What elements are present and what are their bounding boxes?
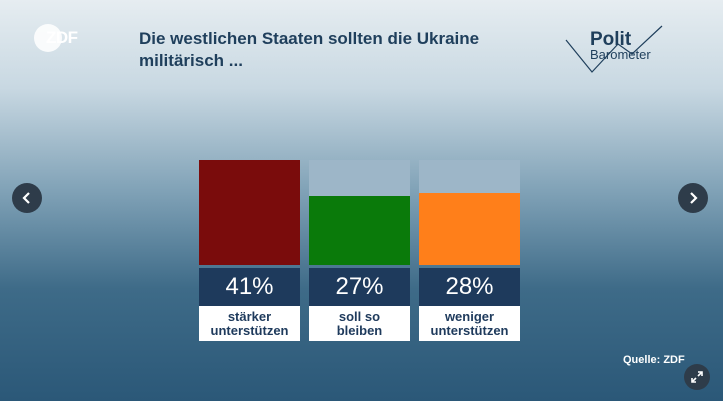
zdf-logo: ZDF [34,24,80,52]
bar [419,193,520,265]
bar-value-label: 28% [419,268,520,306]
bar-category-label: weniger unterstützen [419,306,520,341]
bar [199,160,300,265]
chart-title: Die westlichen Staaten sollten die Ukrai… [139,29,480,70]
bar-column: 28% weniger unterstützen [419,160,520,341]
chevron-left-icon [22,192,30,204]
bar-background [419,160,520,265]
source-label: Quelle: ZDF [623,354,685,366]
bar-value-label: 41% [199,268,300,306]
bar-chart: 41% stärker unterstützen 27% soll so bleibe… [199,160,521,341]
politbarometer-logo: Polit Barometer [562,24,677,74]
chevron-right-icon [690,192,698,204]
zdf-logo-circle [34,24,62,52]
bar-column: 41% stärker unterstützen [199,160,300,341]
brand-line-1: Polit [590,29,632,50]
politbarometer-graphic [565,25,663,73]
bar-column: 27% soll so bleiben [309,160,410,341]
zdf-logo-text: ZDF [46,28,78,47]
brand-line-2: Barometer [590,47,651,62]
bar [309,196,410,265]
bar-value-label: 27% [309,268,410,306]
expand-icon [691,371,703,383]
expand-button[interactable] [684,364,710,390]
bar-category-label: stärker unterstützen [199,306,300,341]
bar-background [309,160,410,265]
previous-button[interactable] [12,183,42,213]
bar-category-label: soll so bleiben [309,306,410,341]
bar-background [199,160,300,265]
next-button[interactable] [678,183,708,213]
